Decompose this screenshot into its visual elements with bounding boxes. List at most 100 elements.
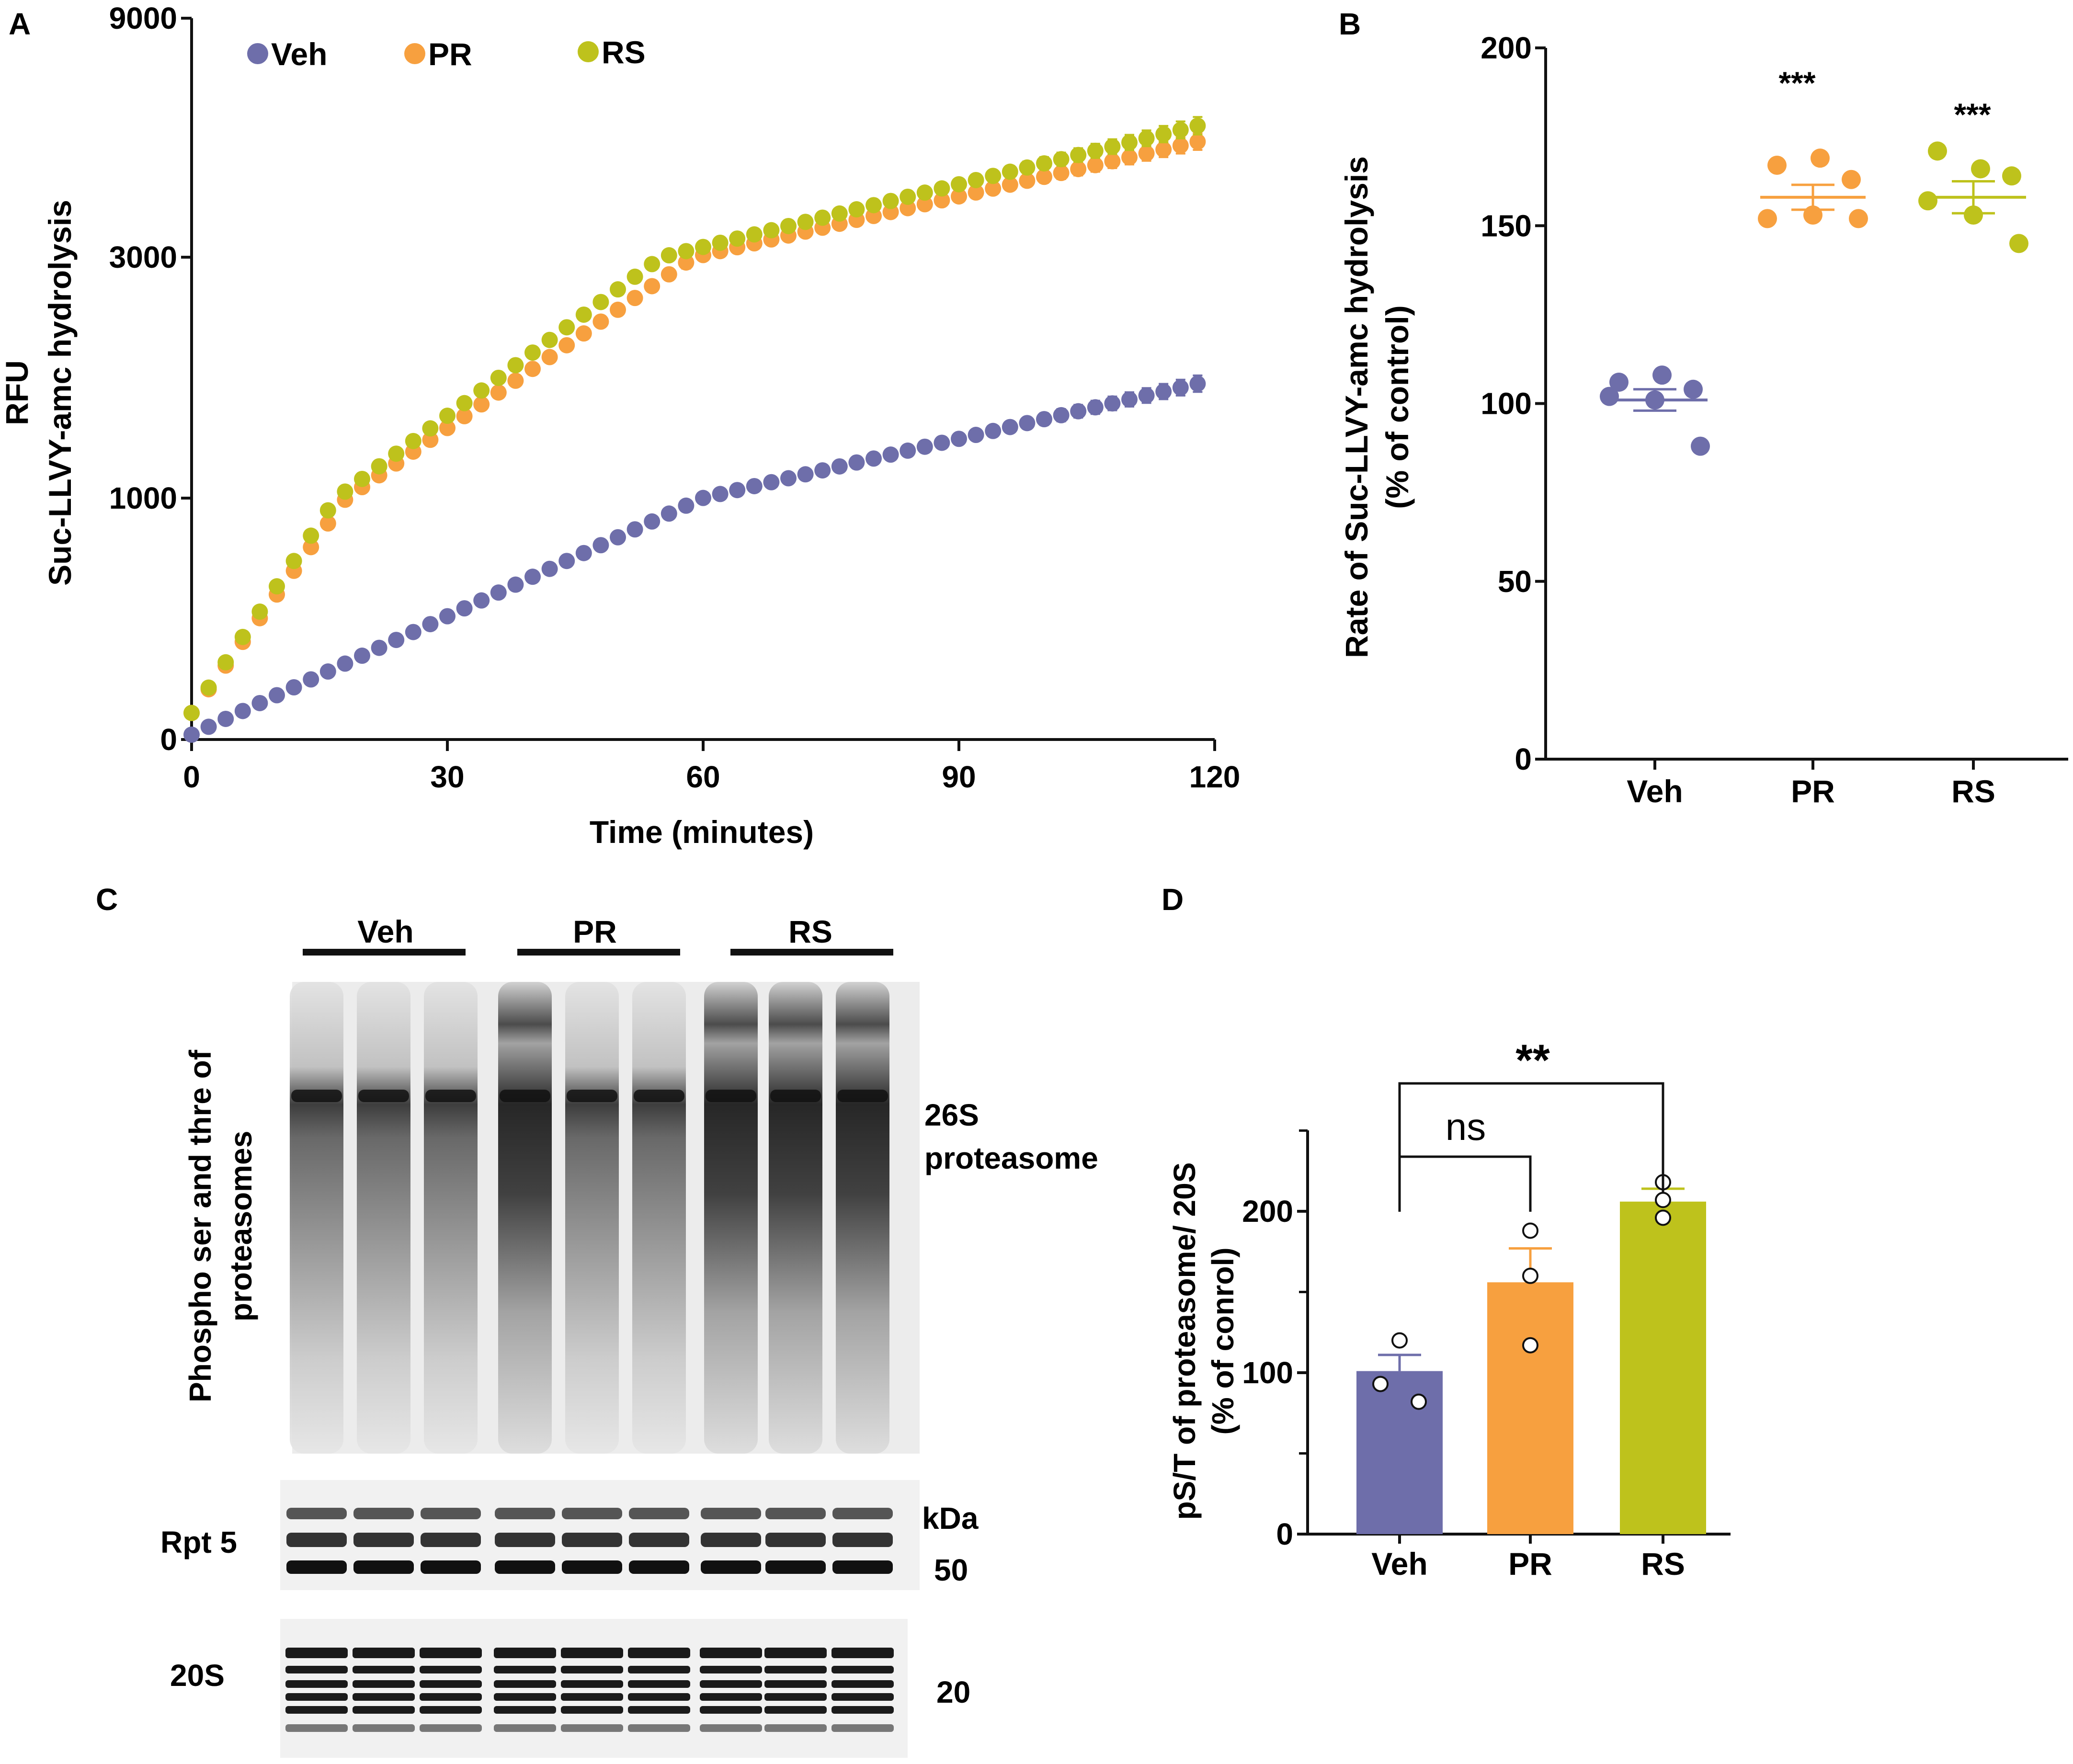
c-phospho-label-2: proteasomes <box>224 1131 258 1321</box>
a-point-veh <box>422 616 439 633</box>
a-point-pr <box>1036 169 1052 185</box>
c-rpt5-band-upper <box>562 1508 622 1519</box>
c-20s-band <box>764 1648 827 1658</box>
a-y-axis-unit: RFU <box>0 360 34 425</box>
c-20s-band <box>700 1706 762 1714</box>
d-y-tick-label: 200 <box>1242 1194 1293 1229</box>
c-rpt5-band-mid <box>353 1533 414 1547</box>
a-point-veh <box>183 726 200 743</box>
a-point-pr <box>1002 176 1018 193</box>
a-point-pr <box>916 196 933 213</box>
b-series-veh <box>1600 365 1710 456</box>
c-20s-band <box>561 1724 623 1732</box>
a-point-rs <box>882 193 899 209</box>
a-point-rs <box>473 382 490 399</box>
a-point-veh <box>900 442 916 459</box>
c-phospho-lane <box>836 982 889 1454</box>
c-20s-band <box>561 1648 623 1658</box>
d-y-axis-title: pS/T of proteasome/ 20S <box>1167 1162 1202 1520</box>
a-point-pr <box>1121 149 1138 166</box>
c-20s-band <box>628 1666 690 1673</box>
c-20s-band <box>285 1680 348 1688</box>
c-20s-band <box>561 1666 623 1673</box>
a-series-pr <box>183 132 1206 721</box>
c-20s-band <box>494 1666 556 1673</box>
a-point-rs <box>558 319 575 336</box>
c-20s-band <box>420 1648 482 1658</box>
a-point-rs <box>1053 151 1070 168</box>
a-point-rs <box>1121 134 1138 151</box>
a-point-pr <box>1053 165 1070 182</box>
c-band-26s <box>634 1090 684 1102</box>
c-rpt5-band-upper <box>832 1508 893 1519</box>
d-bar-rs <box>1620 1201 1706 1534</box>
b-point <box>2002 166 2021 186</box>
a-point-veh <box>763 474 780 490</box>
c-20s-band <box>628 1724 690 1732</box>
a-point-pr <box>439 420 456 436</box>
b-point <box>1928 141 1947 161</box>
a-point-rs <box>626 268 643 285</box>
a-point-pr <box>626 290 643 307</box>
c-rpt5-label: Rpt 5 <box>160 1525 237 1559</box>
d-point <box>1655 1209 1671 1226</box>
a-point-veh <box>558 553 575 569</box>
a-x-tick-label: 30 <box>430 760 464 794</box>
a-point-rs <box>1172 122 1189 138</box>
a-point-rs <box>575 306 592 323</box>
a-point-veh <box>780 470 797 487</box>
a-point-pr <box>575 325 592 342</box>
a-point-pr <box>592 313 609 330</box>
a-point-veh <box>319 663 336 680</box>
d-ns-label: ns <box>1446 1105 1486 1148</box>
d-sig-label: ** <box>1515 1036 1550 1085</box>
panel-d-chart: 0 100 200 Veh PR RS ** ns pS/T of proteasome… <box>1167 1036 1731 1582</box>
a-point-veh <box>405 624 421 640</box>
c-20s-band <box>420 1724 482 1732</box>
a-point-veh <box>934 434 950 451</box>
a-point-pr <box>1189 133 1206 150</box>
b-y-axis-title: Rate of Suc-LLVY-amc hydrolysis <box>1339 156 1374 658</box>
c-rpt5-band-lower <box>629 1560 689 1574</box>
a-point-pr <box>1070 160 1087 177</box>
a-point-rs <box>1189 117 1206 134</box>
c-20s-band <box>285 1666 348 1673</box>
a-point-pr <box>610 301 626 318</box>
a-point-veh <box>337 655 353 672</box>
a-point-rs <box>900 188 916 205</box>
a-point-rs <box>1155 126 1172 143</box>
a-point-veh <box>269 687 285 704</box>
c-rpt5-band-mid <box>286 1533 347 1547</box>
c-rpt5-band-upper <box>495 1508 555 1519</box>
a-point-pr <box>900 200 916 216</box>
a-point-veh <box>610 529 626 546</box>
c-rpt5-band-upper <box>765 1508 826 1519</box>
a-point-veh <box>626 521 643 538</box>
a-point-rs <box>592 294 609 310</box>
b-y-axis-unit: (% of control) <box>1379 305 1415 509</box>
a-point-rs <box>1070 147 1087 163</box>
b-point <box>1811 148 1830 168</box>
c-phospho-lane <box>565 982 619 1454</box>
c-20s-band <box>420 1706 482 1714</box>
c-20s-band <box>353 1693 415 1701</box>
a-point-veh <box>575 545 592 561</box>
a-point-pr <box>985 180 1002 197</box>
panel-c-western-blot: Veh PR RS Phospho ser and thre of protea… <box>160 914 1098 1758</box>
c-20s-band <box>628 1680 690 1688</box>
c-rpt5-band-upper <box>353 1508 414 1519</box>
a-point-rs <box>1002 163 1018 180</box>
a-point-veh <box>678 497 695 514</box>
a-point-veh <box>644 513 661 530</box>
a-point-veh <box>712 486 729 502</box>
d-y-tick-label: 100 <box>1242 1355 1293 1390</box>
a-point-veh <box>746 478 763 494</box>
a-point-veh <box>592 537 609 554</box>
a-point-rs <box>1104 138 1121 155</box>
a-point-rs <box>866 197 882 214</box>
a-point-rs <box>916 184 933 201</box>
b-x-tick-label: Veh <box>1627 774 1683 809</box>
c-20s-membrane <box>280 1619 908 1758</box>
c-rpt5-band-lower <box>832 1560 893 1574</box>
c-20s-band <box>700 1680 762 1688</box>
